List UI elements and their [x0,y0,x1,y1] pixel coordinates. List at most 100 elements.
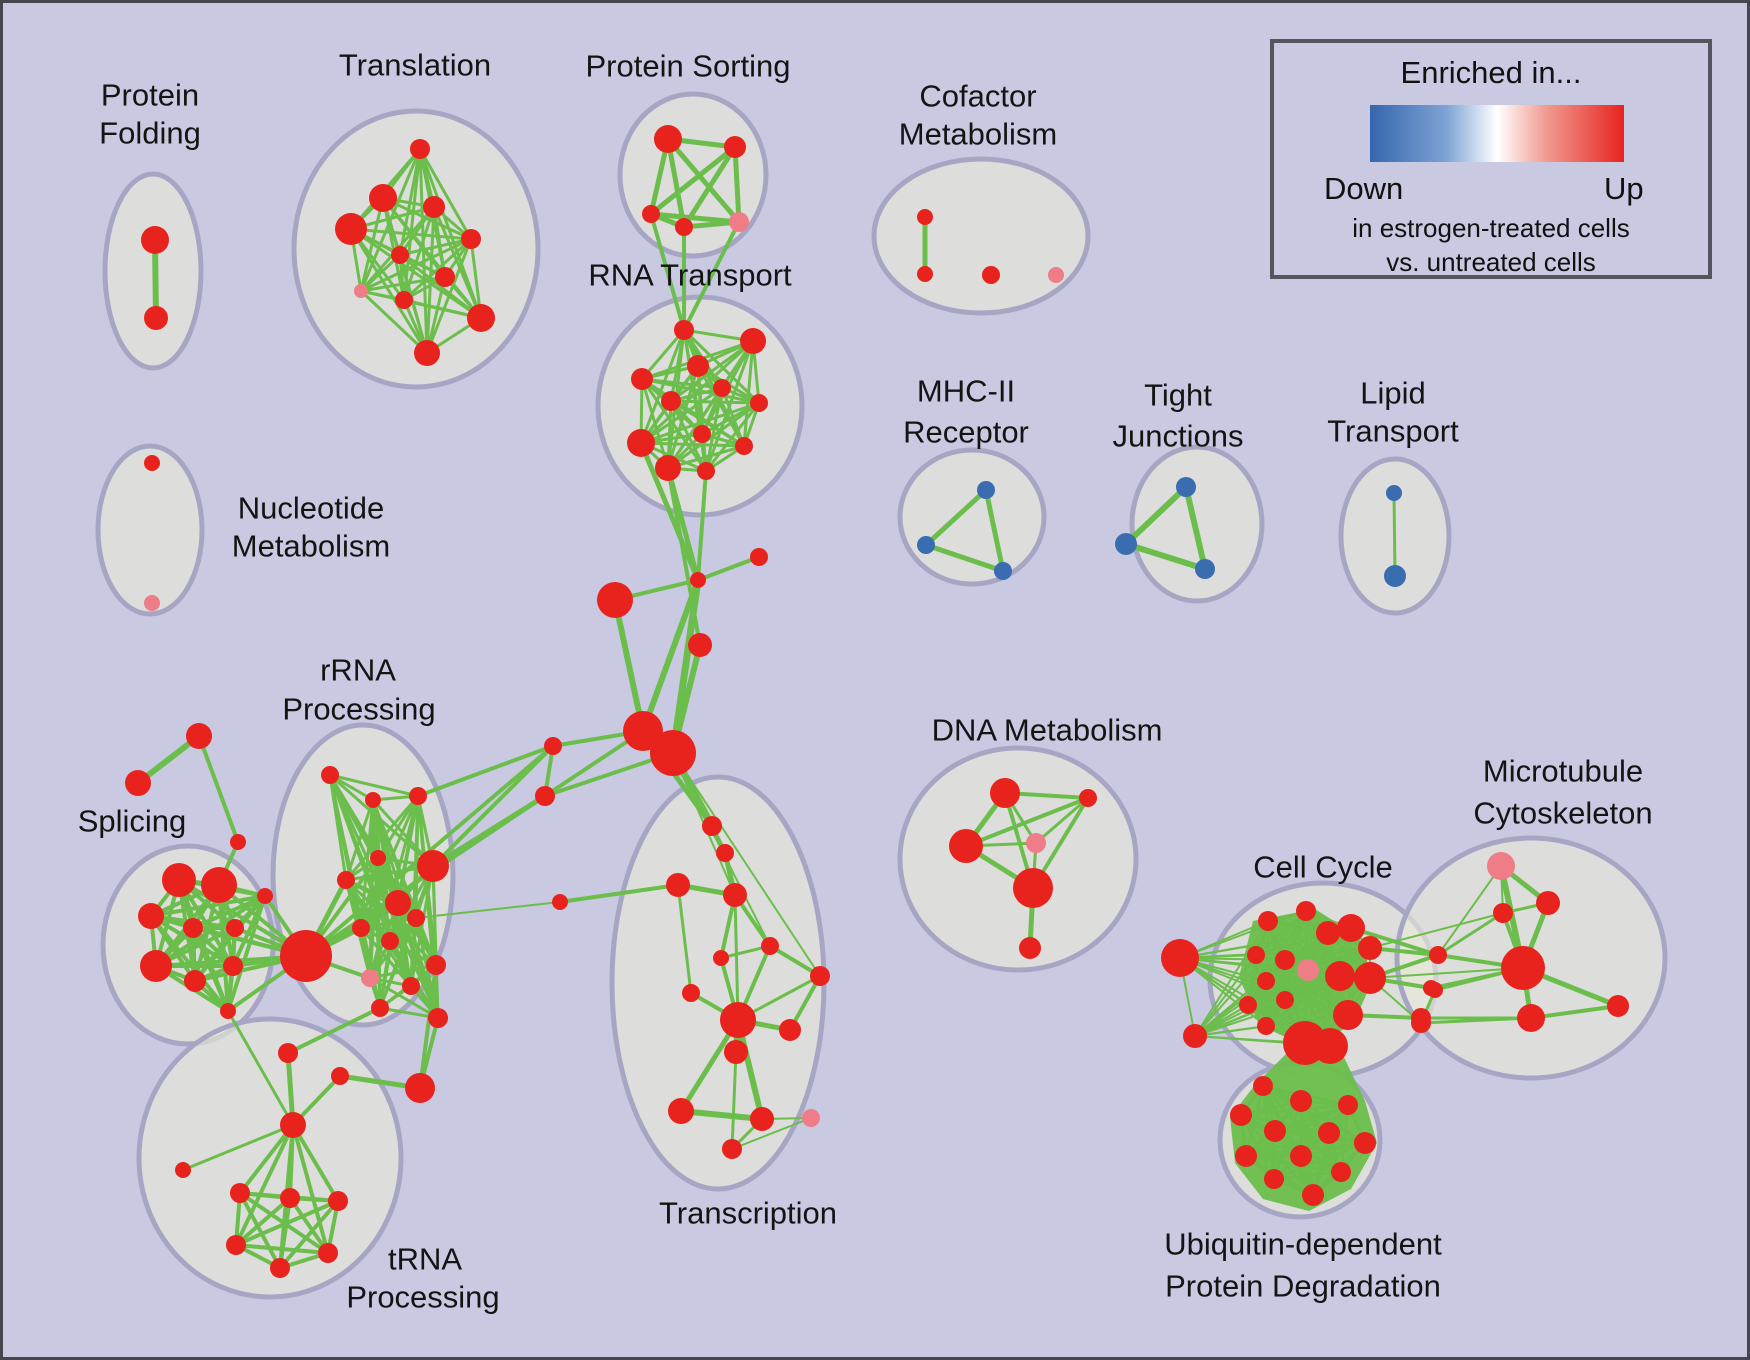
node-X5 [552,894,568,910]
node-U6 [1318,1122,1340,1144]
node-U9 [1290,1145,1312,1167]
node-CC12 [1358,936,1382,960]
node-R2 [740,328,766,354]
node-S4 [183,918,203,938]
node-U12 [1302,1184,1324,1206]
node-D1 [990,778,1020,808]
node-TJ1 [1176,477,1196,497]
legend-up-label: Up [1604,171,1644,206]
node-RR14 [426,955,446,975]
node-RR4 [370,850,386,866]
node-TL4 [423,196,445,218]
cluster-label-tight-junctions-line1: Tight [1144,378,1212,413]
node-U5 [1264,1120,1286,1142]
edge-TNL-TN0 [181,1123,295,1172]
edge-RR3-RR5 [344,794,420,882]
edge-LP1-LP2 [1392,491,1397,578]
cluster-label-mhc-ii-receptor-line2: Receptor [903,415,1029,450]
cluster-label-dna-metabolism: DNA Metabolism [932,713,1163,748]
node-MT1 [1536,891,1560,915]
node-X1 [702,816,722,836]
node-R10 [693,425,711,443]
node-HB2 [650,730,696,776]
node-TR3 [230,834,246,850]
edge-R8-C1 [638,440,701,583]
node-CC6 [1257,972,1275,990]
edge-TN3-TN4 [234,1199,340,1247]
node-PS2 [724,136,746,158]
edge-R2-R8 [639,339,755,445]
node-U7 [1354,1132,1376,1154]
edge-PS2-PS4 [681,144,738,230]
node-MT6 [1411,1013,1431,1033]
edge-RR10-RR12 [409,916,418,988]
edge-TN0-S9 [226,1009,295,1127]
node-CC2 [1258,911,1278,931]
node-X3 [666,873,690,897]
cluster-label-cell-cycle: Cell Cycle [1253,850,1393,885]
node-C1 [690,572,706,588]
cluster-label-microtubule-cytoskeleton-line1: Microtubule [1483,754,1643,789]
node-R12 [697,462,715,480]
node-NM1 [144,455,160,471]
node-S6 [140,950,172,982]
edge-TN0-TN1 [238,1123,295,1195]
node-MH2 [917,536,935,554]
node-TN0 [280,1112,306,1138]
node-NM2 [144,595,160,611]
node-TR2 [125,770,151,796]
cluster-label-splicing: Splicing [78,804,187,839]
edge-TL4-TL10 [432,205,483,320]
edge-RR3-RR4 [376,794,420,860]
edge-U6-U8 [1244,1131,1331,1158]
node-U3 [1338,1095,1358,1115]
node-D6 [1019,937,1041,959]
node-TN2 [280,1188,300,1208]
node-X8 [810,966,830,986]
edge-TL5-TL6 [398,237,473,257]
edge-PS3-PS5 [648,211,742,225]
edge-S7-S10 [193,894,267,983]
edge-TN0-TN5 [291,1123,330,1255]
node-TL9 [395,291,413,309]
edge-R4-R6 [640,377,761,405]
edge-TL5-TL11 [425,237,473,355]
cluster-ellipse-nucleotide-metabolism [95,443,205,617]
edge-R7-R11 [669,399,746,448]
node-TN4 [226,1235,246,1255]
edge-CC7-CC15 [1247,1004,1349,1016]
edge-CC9-CC10 [1265,932,1329,1027]
node-RR1 [321,766,339,784]
node-R5 [713,379,731,397]
edge-MH2-MH3 [923,542,1006,574]
node-D4 [1026,833,1046,853]
node-RR2 [365,792,381,808]
node-CC5 [1275,950,1295,970]
node-CC8 [1276,991,1294,1009]
cluster-ellipse-trna-processing [136,1016,404,1300]
edge-R6-R8 [639,401,761,445]
legend-title: Enriched in... [1400,55,1582,90]
edge-X4-XH [733,893,740,1022]
edge-R5-R8 [639,386,724,445]
edge-CC0-CC3 [1179,910,1307,959]
node-C2 [750,548,768,566]
cluster-label-lipid-transport-line1: Lipid [1360,376,1426,411]
edge-RR8-RR10 [359,916,418,930]
edge-MH1-MH3 [983,487,1006,574]
edge-TN1-TN6 [238,1191,282,1270]
cluster-ellipse-cofactor-metabolism [871,156,1091,316]
edge-CC9-CC12 [1265,947,1371,1027]
edge-D3-D4 [1034,796,1090,845]
node-D5 [1013,868,1053,908]
edge-MT3-MT4 [1529,1004,1620,1020]
node-LP2 [1384,565,1406,587]
edge-U7-U11 [1272,1141,1367,1181]
edge-X5-RR10 [415,901,561,919]
node-XH [720,1002,756,1038]
cluster-label-protein-folding-line1: Protein [101,78,199,113]
cluster-label-tight-junctions-line2: Junctions [1113,419,1244,454]
edge-X9-X3 [676,883,693,995]
node-H1 [597,582,633,618]
cluster-label-ubiquitin-degradation-line1: Ubiquitin-dependent [1164,1227,1442,1262]
